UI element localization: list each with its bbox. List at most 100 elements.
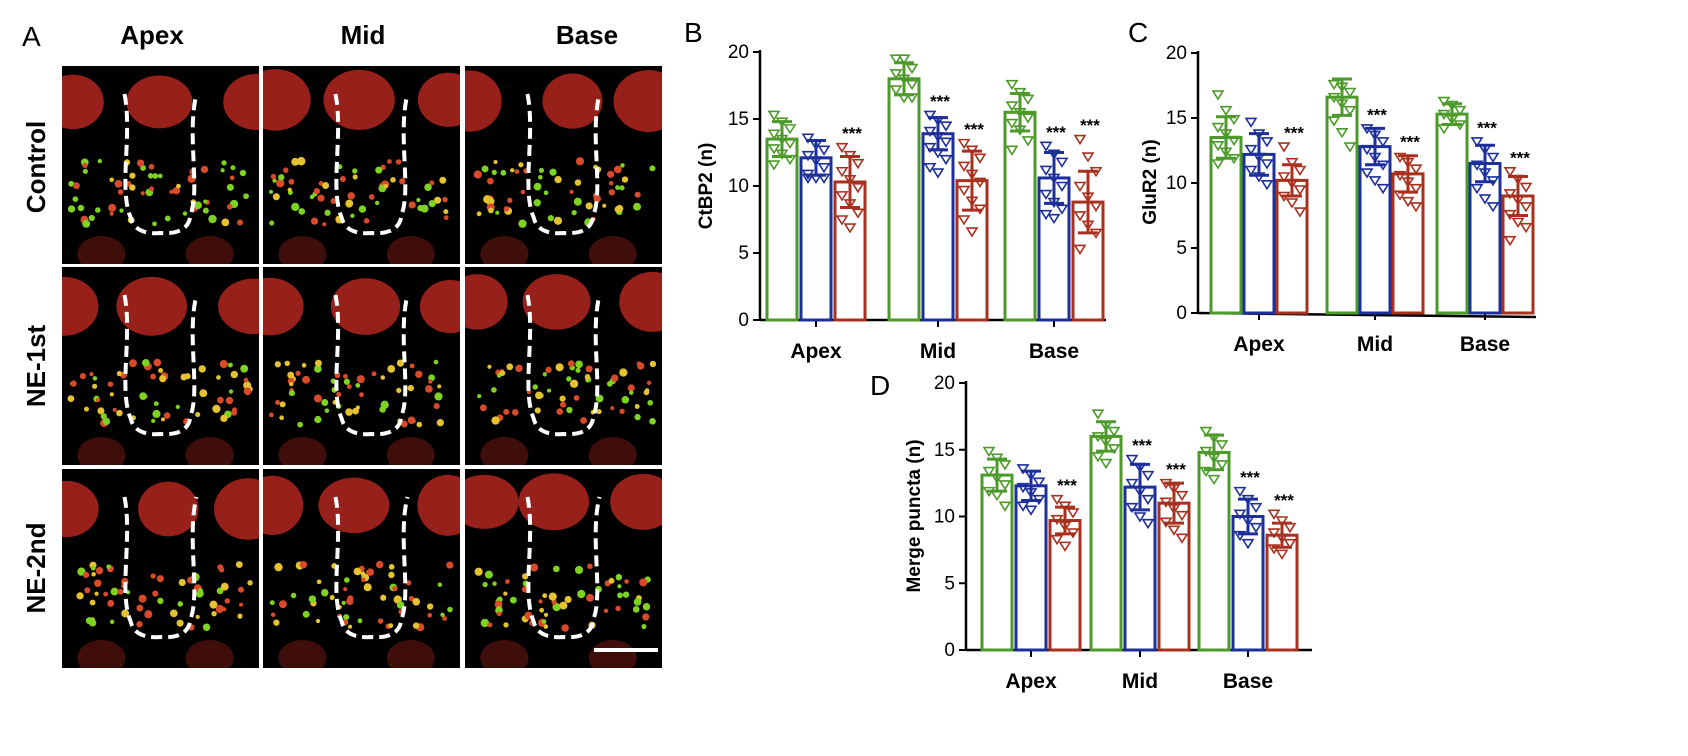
synaptic-puncta	[329, 595, 335, 601]
synaptic-puncta	[636, 361, 642, 367]
data-point	[1081, 152, 1095, 163]
data-point	[923, 162, 937, 174]
synaptic-puncta	[159, 375, 167, 383]
synaptic-puncta	[480, 618, 490, 628]
synaptic-puncta	[437, 384, 442, 389]
synaptic-puncta	[202, 207, 209, 214]
data-point	[1503, 167, 1517, 178]
synaptic-puncta	[374, 200, 380, 206]
data-point	[1005, 79, 1019, 91]
nucleus	[116, 276, 187, 336]
synaptic-puncta	[407, 416, 416, 425]
data-point	[1039, 141, 1053, 152]
synaptic-puncta	[429, 180, 435, 186]
synaptic-puncta	[219, 359, 228, 369]
synaptic-puncta	[428, 374, 436, 382]
synaptic-puncta	[405, 580, 412, 586]
data-point	[1047, 173, 1061, 184]
synaptic-puncta	[571, 210, 577, 216]
data-point	[1073, 244, 1087, 255]
data-point	[957, 138, 971, 150]
synaptic-puncta	[641, 623, 647, 630]
data-point	[923, 142, 937, 154]
synaptic-puncta	[567, 360, 575, 367]
data-point	[1445, 100, 1459, 112]
data-point	[982, 466, 996, 478]
data-point	[1519, 202, 1533, 213]
data-point	[897, 93, 911, 104]
nucleus	[619, 271, 662, 332]
data-point	[1199, 446, 1213, 458]
synaptic-puncta	[434, 392, 443, 401]
synaptic-puncta	[321, 588, 329, 597]
data-point	[1486, 152, 1500, 164]
data-point	[1058, 521, 1072, 532]
synaptic-puncta	[82, 162, 88, 169]
synaptic-puncta	[67, 205, 76, 213]
synaptic-puncta	[503, 408, 510, 415]
data-point	[1267, 528, 1281, 539]
data-point	[1519, 222, 1533, 234]
data-point	[1252, 172, 1266, 183]
synaptic-puncta	[247, 580, 253, 586]
synaptic-puncta	[427, 612, 433, 618]
synaptic-puncta	[425, 385, 433, 393]
synaptic-puncta	[136, 159, 145, 167]
data-point	[1293, 207, 1307, 218]
synaptic-puncta	[530, 563, 539, 572]
data-point	[851, 158, 865, 170]
synaptic-puncta	[549, 168, 557, 176]
synaptic-puncta	[607, 170, 615, 178]
data-point	[1227, 115, 1241, 126]
data-point	[1167, 525, 1181, 536]
data-point	[1073, 211, 1087, 222]
synaptic-puncta	[243, 387, 252, 396]
synaptic-puncta	[221, 160, 227, 166]
data-point	[990, 490, 1004, 502]
bar	[1123, 485, 1157, 652]
synaptic-puncta	[119, 208, 124, 213]
synaptic-puncta	[287, 187, 292, 192]
synaptic-puncta	[208, 214, 217, 224]
data-point	[1005, 101, 1019, 112]
synaptic-puncta	[520, 189, 526, 195]
synaptic-puncta	[388, 623, 394, 629]
data-point	[1437, 109, 1451, 121]
data-point	[1275, 516, 1289, 527]
synaptic-puncta	[442, 196, 448, 203]
synaptic-puncta	[584, 374, 591, 380]
data-point	[1409, 183, 1423, 195]
synaptic-puncta	[291, 202, 300, 212]
synaptic-puncta	[153, 401, 159, 407]
synaptic-puncta	[290, 592, 297, 599]
synaptic-puncta	[479, 404, 487, 412]
data-point	[1260, 137, 1274, 148]
synaptic-puncta	[610, 374, 619, 382]
data-point	[1089, 201, 1103, 213]
synaptic-puncta	[83, 571, 90, 579]
synaptic-puncta	[230, 370, 238, 379]
synaptic-puncta	[110, 587, 119, 596]
synaptic-puncta	[347, 624, 353, 629]
data-point	[843, 199, 857, 210]
synaptic-puncta	[176, 619, 184, 627]
panel-d: D Merge puncta (n) 0 5 10 15 20 Apex Mid Base ***…	[870, 370, 1312, 693]
synaptic-puncta	[84, 587, 91, 594]
significance-label: ***	[1240, 468, 1260, 487]
data-point	[1039, 189, 1053, 201]
data-point	[1368, 130, 1382, 141]
synaptic-puncta	[596, 408, 602, 415]
synaptic-puncta	[412, 597, 421, 606]
synaptic-puncta	[615, 605, 621, 612]
data-point	[1285, 157, 1299, 169]
data-point	[1335, 128, 1349, 139]
synaptic-puncta	[358, 205, 367, 213]
nucleus	[126, 75, 193, 129]
synaptic-puncta	[632, 606, 640, 613]
synaptic-puncta	[547, 215, 554, 222]
synaptic-puncta	[314, 359, 322, 367]
data-point	[1050, 534, 1064, 546]
data-point	[1159, 478, 1173, 490]
synaptic-puncta	[496, 606, 503, 613]
